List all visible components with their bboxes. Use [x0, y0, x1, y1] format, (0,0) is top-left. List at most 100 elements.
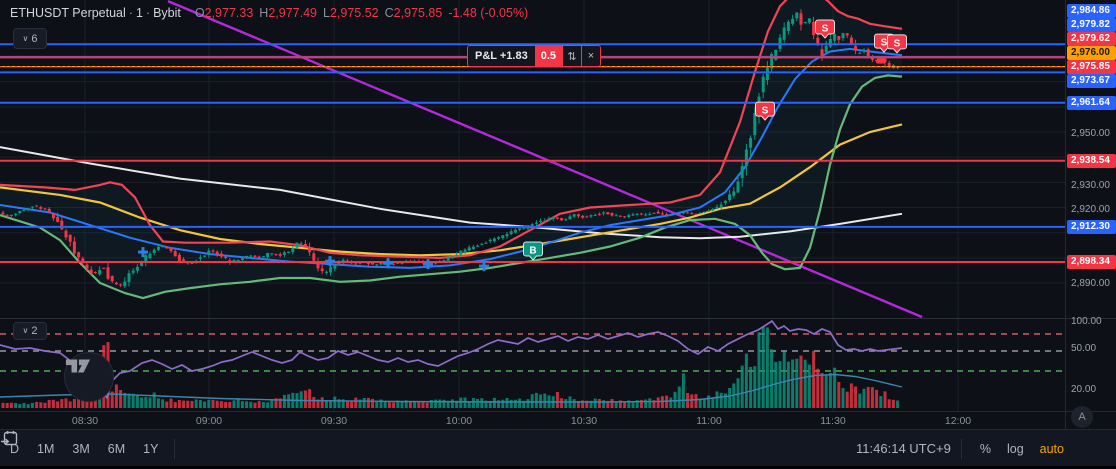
time-axis[interactable]: 08:30 09:00 09:30 10:00 10:30 11:00 11:30 12:00	[0, 411, 1116, 430]
time-axis-label: 09:30	[320, 415, 348, 427]
range-button-d[interactable]: D	[10, 441, 20, 456]
log-scale-button[interactable]: log	[1006, 441, 1024, 456]
main-indicators-toggle[interactable]: ∨ 6	[13, 28, 47, 49]
auto-scale-mode-button[interactable]: auto	[1039, 441, 1064, 456]
auto-scale-button[interactable]: A	[1071, 406, 1093, 428]
trendline-purple[interactable]	[167, 0, 923, 318]
symbol-title[interactable]: ETHUSDT Perpetual	[10, 6, 126, 20]
ohlc-value: 2,977.33	[204, 6, 254, 20]
time-axis-label: 10:30	[570, 415, 598, 427]
range-button-1y[interactable]: 1Y	[143, 441, 159, 456]
exchange-label: Bybit	[153, 6, 181, 20]
price-axis-label: 2,890.00	[1071, 278, 1110, 289]
pnl-qty-button[interactable]: 0.5	[534, 46, 562, 66]
interval-label[interactable]: 1	[135, 6, 143, 20]
time-axis-label: 10:00	[445, 415, 473, 427]
price-axis-label: 2,973.67	[1067, 74, 1116, 88]
change-label: -1.48 (-0.05%)	[448, 6, 529, 20]
order-marker[interactable]	[877, 56, 885, 64]
price-axis-label: 2,979.82	[1067, 18, 1116, 32]
price-axis-label: 2,975.85	[1067, 60, 1116, 74]
ohlc-key: H	[259, 6, 269, 20]
ohlc-key: C	[384, 6, 394, 20]
price-axis-label: 2,984.86	[1067, 4, 1116, 18]
toolbar-divider	[174, 438, 176, 459]
symbol-legend: ETHUSDT Perpetual · 1 · Bybit O2,977.33 H2,977…	[10, 6, 528, 20]
ohlc-value: 2,975.85	[393, 6, 443, 20]
price-axis-label: 2,961.64	[1067, 96, 1116, 110]
ohlc-key: O	[194, 6, 205, 20]
signal-markers: SSS SB	[138, 19, 907, 272]
svg-text:B: B	[529, 246, 536, 257]
plus-marker	[138, 247, 148, 258]
tradingview-logo-icon	[65, 359, 91, 373]
volume-ma-line	[0, 373, 903, 403]
sub-pane	[0, 319, 1065, 408]
main-pane	[0, 0, 923, 318]
ma-yellow	[0, 123, 903, 257]
sell-signal-badge[interactable]: S	[755, 101, 775, 121]
percent-scale-button[interactable]: %	[979, 441, 991, 456]
ohlc-value: 2,977.49	[268, 6, 317, 20]
price-axis-label: 2,930.00	[1071, 180, 1110, 191]
ohlc-values: O2,977.33 H2,977.49 L2,975.52 C2,975.85	[189, 6, 442, 20]
price-axis[interactable]: 2,984.86 2,979.82 2,979.62 2,976.00 2,975.85…	[1065, 0, 1116, 429]
bottom-edge	[0, 466, 1116, 469]
band-lower	[0, 74, 903, 300]
time-axis-label: 11:00	[696, 415, 722, 427]
range-button-6m[interactable]: 6M	[107, 441, 126, 456]
range-button-1m[interactable]: 1M	[37, 441, 55, 456]
price-axis-label: 2,912.30	[1067, 220, 1116, 234]
price-axis-label: 100.00	[1071, 316, 1102, 327]
band-upper	[0, 0, 903, 260]
price-axis-label: 2,979.62	[1067, 32, 1116, 46]
oscillator-line	[0, 319, 903, 400]
buy-signal-badge[interactable]: B	[523, 241, 543, 261]
plus-marker	[423, 259, 433, 270]
svg-text:S: S	[881, 38, 888, 49]
candlestick-series	[1, 9, 900, 289]
volume-series	[1, 326, 900, 408]
go-to-date-button[interactable]	[1, 431, 209, 461]
tradingview-logo	[64, 352, 114, 402]
time-axis-label: 08:30	[71, 415, 99, 427]
price-axis-label: 2,938.54	[1067, 154, 1116, 168]
legend-separator: ·	[145, 6, 151, 20]
pnl-widget: P&L +1.83 0.5 ⇅ ×	[467, 45, 601, 67]
sell-signal-badge[interactable]: S	[815, 19, 835, 39]
time-axis-label: 09:00	[195, 415, 223, 427]
legend-separator: ·	[128, 6, 133, 20]
range-button-3m[interactable]: 3M	[72, 441, 90, 456]
go-to-date-icon	[1, 431, 18, 446]
price-axis-label: 2,920.00	[1071, 204, 1110, 215]
date-range-buttons: D 1M 3M 6M 1Y	[0, 438, 166, 460]
bottom-toolbar: D 1M 3M 6M 1Y 11:46:14 UTC+9 % log auto	[0, 429, 1116, 467]
time-axis-label: 11:30	[820, 415, 846, 427]
price-axis-label: 2,950.00	[1071, 128, 1110, 139]
ma-white	[0, 146, 903, 240]
sub-indicator-count: 2	[31, 325, 38, 337]
ohlc-value: 2,975.52	[329, 6, 379, 20]
price-axis-label: 2,898.34	[1067, 255, 1116, 269]
sell-signal-badge[interactable]: S	[887, 34, 907, 54]
chevron-down-icon: ∨	[22, 326, 29, 335]
sub-indicators-toggle[interactable]: ∨ 2	[13, 322, 47, 340]
price-axis-label: 50.00	[1071, 343, 1097, 354]
clock-button[interactable]: 11:46:14 UTC+9	[856, 441, 951, 456]
ma-blue	[0, 47, 903, 269]
plus-marker	[325, 256, 335, 267]
toolbar-divider	[960, 438, 962, 459]
price-axis-label: 2,976.00	[1067, 46, 1116, 60]
plus-marker	[479, 261, 489, 272]
main-indicator-count: 6	[31, 32, 38, 45]
reverse-position-icon[interactable]: ⇅	[562, 46, 581, 66]
close-position-icon[interactable]: ×	[581, 46, 600, 66]
svg-text:S: S	[822, 24, 829, 35]
svg-text:S: S	[762, 106, 769, 117]
ohlc-key: L	[323, 6, 330, 20]
time-axis-label: 12:00	[944, 415, 972, 427]
chevron-down-icon: ∨	[22, 33, 29, 43]
plus-marker	[383, 258, 393, 269]
price-chart-canvas[interactable]: SSS SB	[0, 0, 1116, 411]
